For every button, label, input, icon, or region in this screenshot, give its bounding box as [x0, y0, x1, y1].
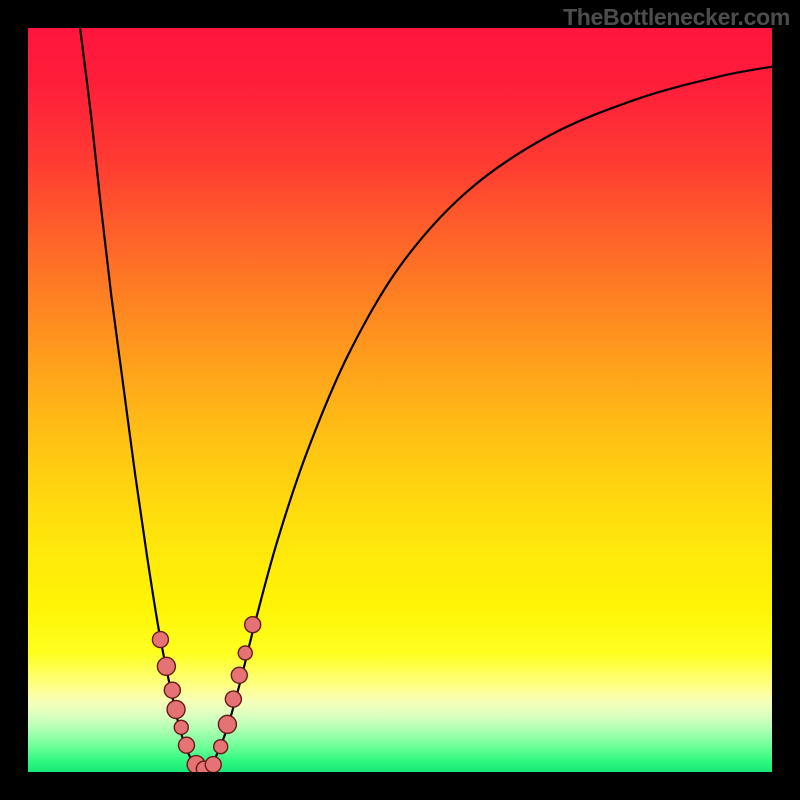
data-marker — [225, 691, 241, 707]
watermark-text: TheBottlenecker.com — [563, 4, 790, 31]
data-marker — [174, 720, 188, 734]
data-marker — [164, 682, 180, 698]
gradient-background — [28, 28, 772, 772]
data-marker — [214, 740, 228, 754]
data-marker — [231, 667, 247, 683]
data-marker — [167, 701, 185, 719]
data-marker — [238, 646, 252, 660]
plot-area — [28, 28, 772, 772]
data-marker — [178, 737, 194, 753]
data-marker — [205, 757, 221, 772]
data-marker — [245, 617, 261, 633]
data-marker — [152, 632, 168, 648]
data-marker — [218, 715, 236, 733]
chart-svg — [28, 28, 772, 772]
data-marker — [157, 657, 175, 675]
